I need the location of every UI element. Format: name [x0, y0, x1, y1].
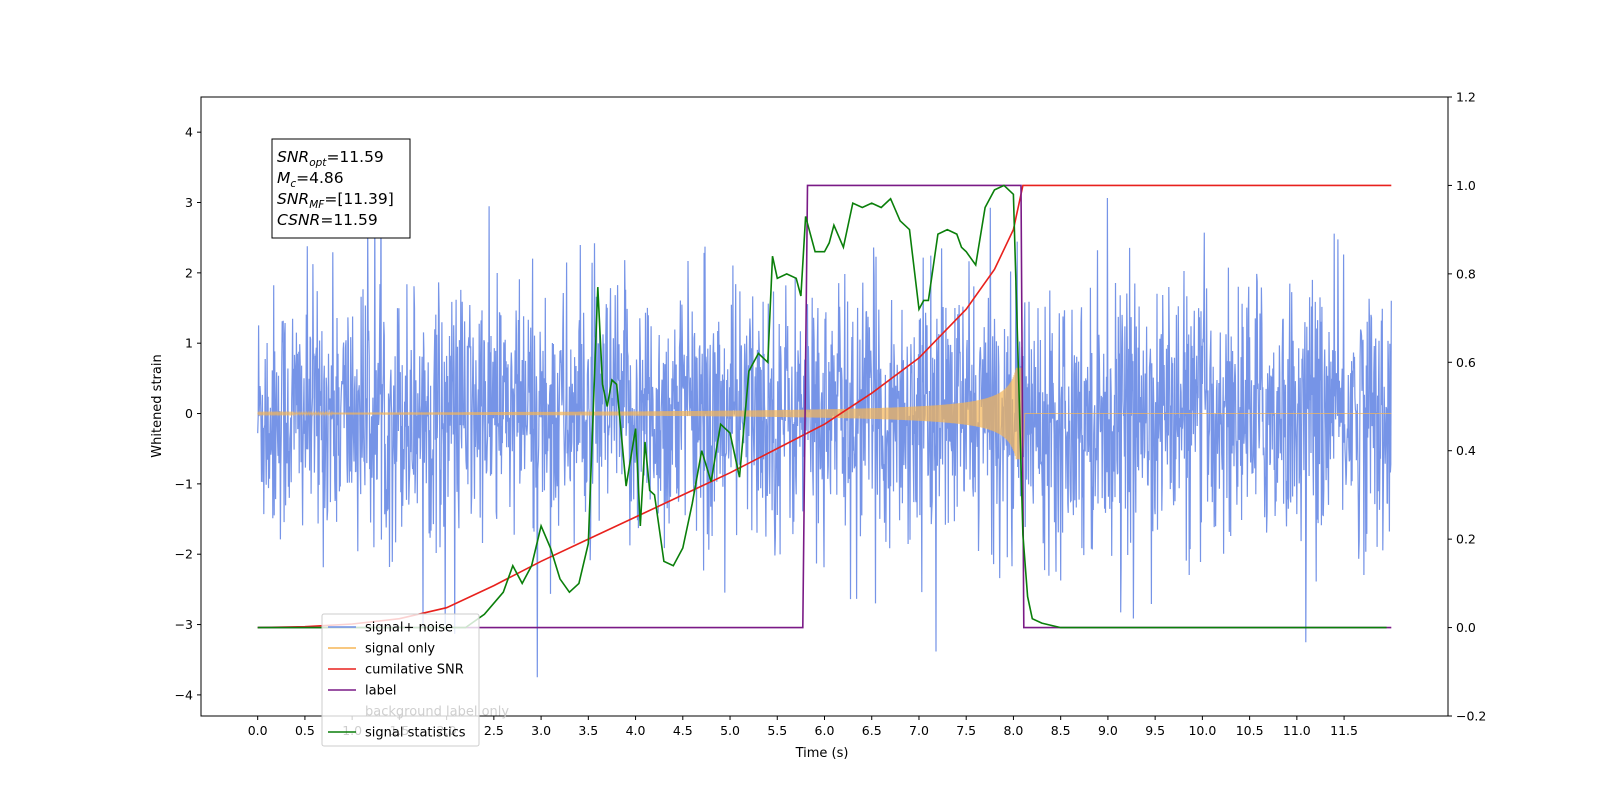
annotation-line: SNRopt=11.59	[277, 148, 384, 169]
snr-annotation-box: SNRopt=11.59Mc=4.86SNRMF=[11.39]CSNR=11.…	[271, 138, 411, 239]
x-tick-label: 11.5	[1330, 723, 1358, 738]
legend-label: signal statistics	[365, 726, 466, 741]
left-y-tick-label: 1	[185, 336, 193, 351]
x-tick-label: 9.5	[1145, 723, 1165, 738]
series-signal-only-line	[257, 367, 1392, 460]
right-y-tick-label: 0.8	[1456, 266, 1476, 281]
x-tick-label: 6.5	[862, 723, 882, 738]
legend: signal+ noise signal only cumilative SNR la…	[321, 613, 509, 747]
right-y-tick-label: 0.6	[1456, 355, 1476, 370]
annotation-line: SNRMF=[11.39]	[277, 190, 394, 211]
x-tick-label: 10.0	[1188, 723, 1216, 738]
annotation-line: CSNR=11.59	[277, 211, 378, 229]
x-tick-label: 0.0	[248, 723, 268, 738]
x-tick-label: 8.5	[1051, 723, 1071, 738]
left-y-tick-label: 2	[185, 265, 193, 280]
x-tick-label: 4.0	[626, 723, 646, 738]
left-y-tick-label: 3	[185, 195, 193, 210]
legend-label: signal+ noise	[365, 621, 453, 636]
right-y-tick-label: 0.4	[1456, 443, 1476, 458]
series-signal-noise-line	[257, 172, 1392, 678]
left-y-tick-label: 0	[185, 406, 193, 421]
plot-area	[257, 172, 1392, 678]
left-y-tick-label: −3	[175, 617, 193, 632]
legend-label: signal only	[365, 642, 435, 657]
right-y-tick-label: −0.2	[1456, 709, 1486, 724]
annotation-frame	[271, 138, 411, 239]
annotation-line: Mc=4.86	[277, 169, 344, 190]
right-y-tick-label: 0.0	[1456, 620, 1476, 635]
x-tick-label: 3.0	[531, 723, 551, 738]
left-y-tick-label: −2	[175, 547, 193, 562]
legend-label: background label only	[365, 705, 509, 720]
right-y-tick-label: 0.2	[1456, 532, 1476, 547]
legend-label: label	[365, 684, 396, 699]
series-signal-statistics-line	[257, 184, 1387, 629]
x-tick-label: 4.5	[673, 723, 693, 738]
legend-label: cumilative SNR	[365, 663, 464, 678]
x-tick-label: 7.5	[956, 723, 976, 738]
x-tick-label: 7.0	[909, 723, 929, 738]
left-y-axis-ticks: 4 3 2 1 0 −1 −2 −3 −4	[175, 125, 201, 702]
x-tick-label: 8.0	[1003, 723, 1023, 738]
x-tick-label: 9.0	[1098, 723, 1118, 738]
x-tick-label: 3.5	[578, 723, 598, 738]
x-tick-label: 5.0	[720, 723, 740, 738]
left-y-axis-label: Whitened strain	[150, 354, 165, 457]
x-tick-label: 5.5	[767, 723, 787, 738]
x-tick-label: 6.0	[815, 723, 835, 738]
right-y-tick-label: 1.0	[1456, 178, 1476, 193]
left-y-tick-label: −1	[175, 476, 193, 491]
legend-frame	[321, 613, 480, 747]
left-y-tick-label: −4	[175, 687, 193, 702]
x-tick-label: 10.5	[1236, 723, 1264, 738]
left-y-tick-label: 4	[185, 125, 193, 140]
x-axis-label: Time (s)	[795, 746, 849, 761]
right-y-axis-ticks: 1.2 1.0 0.8 0.6 0.4 0.2 0.0 −0.2	[1448, 90, 1486, 724]
x-tick-label: 0.5	[295, 723, 315, 738]
x-tick-label: 11.0	[1283, 723, 1311, 738]
x-tick-label: 2.5	[484, 723, 504, 738]
right-y-tick-label: 1.2	[1456, 90, 1476, 105]
